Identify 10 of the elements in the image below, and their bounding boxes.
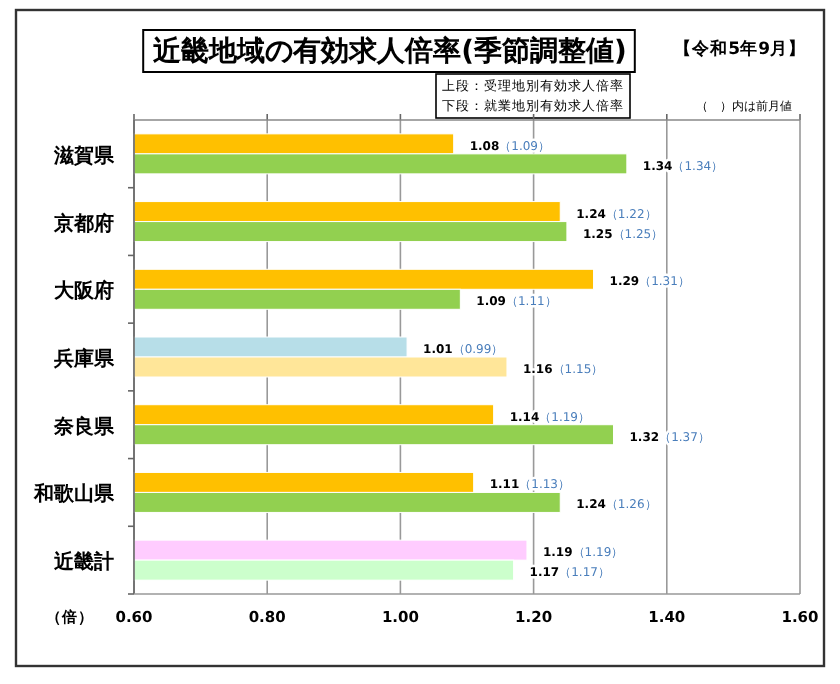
y-tick-label: 奈良県 — [52, 414, 116, 439]
y-tick-label: 和歌山県 — [32, 482, 116, 507]
y-tick-label: 滋賀県 — [52, 143, 116, 168]
y-tick-label: 京都府 — [52, 211, 114, 236]
title: 近畿地域の有効求人倍率(季節調整値) — [142, 29, 636, 73]
chart-subtitle: 【令和5年9月】 — [674, 38, 806, 60]
y-tick-label: 兵庫県 — [52, 347, 116, 371]
chart-title: 近畿地域の有効求人倍率(季節調整値) — [151, 34, 627, 68]
y-tick-label: 近畿計 — [52, 550, 114, 575]
y-tick-label: 大阪府 — [52, 279, 114, 304]
